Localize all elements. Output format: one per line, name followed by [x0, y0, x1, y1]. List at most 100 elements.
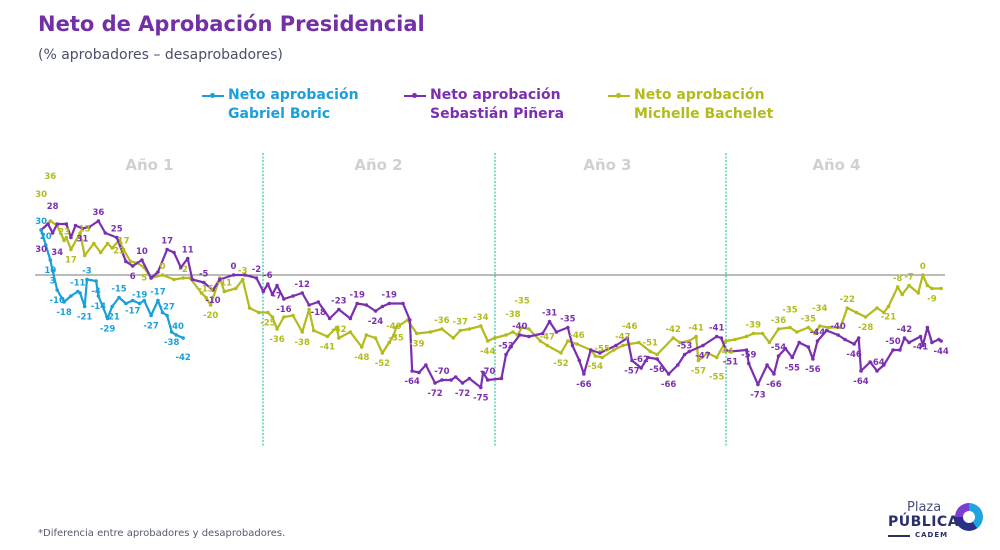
- data-label: -31: [542, 309, 557, 319]
- data-point: [142, 298, 147, 303]
- data-point: [410, 369, 414, 373]
- data-point: [156, 270, 160, 274]
- data-label: -11: [217, 279, 232, 289]
- data-point: [417, 370, 421, 375]
- data-point: [815, 339, 820, 343]
- logo-bubble-icon: [955, 503, 983, 531]
- data-point: [687, 339, 692, 343]
- data-point: [55, 222, 59, 226]
- data-point: [614, 343, 618, 348]
- data-label: 23: [113, 247, 125, 257]
- legend-item-pinera: Neto aprobación Sebastián Piñera: [404, 86, 564, 124]
- data-point: [714, 334, 719, 339]
- data-point: [64, 235, 69, 240]
- data-label: -55: [595, 345, 610, 355]
- data-point: [811, 357, 815, 361]
- data-point: [414, 331, 419, 336]
- data-label: 23: [58, 228, 70, 238]
- data-point: [94, 279, 98, 283]
- data-point: [882, 310, 886, 315]
- data-label: 10: [44, 266, 56, 276]
- data-point: [231, 273, 236, 277]
- data-point: [813, 331, 817, 336]
- data-label: 36: [92, 208, 104, 218]
- chart-title: Neto de Aprobación Presidencial: [38, 12, 425, 36]
- data-point: [538, 339, 543, 343]
- data-label: -19: [132, 291, 147, 301]
- data-label: -35: [782, 306, 797, 316]
- data-point: [275, 327, 279, 331]
- data-label: 28: [47, 202, 59, 212]
- data-point: [270, 315, 275, 319]
- data-point: [124, 259, 128, 264]
- data-point: [724, 339, 728, 343]
- data-point: [50, 231, 55, 235]
- data-point: [637, 340, 641, 345]
- data-label: 5: [141, 274, 147, 284]
- data-point: [621, 343, 625, 348]
- data-label: -41: [913, 343, 928, 353]
- data-point: [165, 247, 169, 252]
- data-point: [479, 324, 483, 328]
- data-label: -56: [805, 365, 820, 375]
- data-label: -39: [746, 321, 761, 331]
- data-point: [128, 259, 133, 264]
- data-label: -34: [812, 304, 827, 314]
- data-point: [891, 348, 895, 352]
- data-point: [827, 325, 831, 330]
- data-point: [103, 231, 108, 235]
- data-label: -55: [785, 364, 800, 374]
- data-point: [921, 343, 925, 348]
- data-label: -19: [382, 291, 397, 301]
- data-label: -55: [709, 373, 724, 383]
- data-label: 0: [160, 262, 166, 272]
- data-point: [806, 325, 811, 330]
- data-point: [78, 291, 82, 295]
- data-point: [46, 222, 50, 226]
- data-point: [795, 330, 799, 334]
- data-point: [540, 331, 545, 336]
- data-point: [181, 276, 185, 280]
- data-label: -36: [434, 316, 449, 326]
- data-point: [921, 273, 925, 277]
- data-point: [337, 336, 341, 340]
- data-label: -72: [455, 389, 470, 399]
- data-point: [266, 282, 270, 286]
- data-point: [570, 343, 575, 348]
- data-point: [208, 303, 213, 307]
- data-point: [875, 306, 879, 310]
- data-point: [733, 337, 737, 342]
- data-point: [55, 288, 59, 292]
- data-point: [875, 369, 879, 373]
- data-point: [675, 363, 680, 367]
- data-point: [256, 310, 261, 315]
- year-label: Año 1: [125, 156, 173, 174]
- data-point: [234, 286, 238, 291]
- data-label: -21: [104, 313, 119, 323]
- data-label: -36: [269, 335, 284, 345]
- data-label: -22: [840, 295, 855, 305]
- data-label: -34: [473, 313, 488, 323]
- data-point: [364, 303, 369, 307]
- data-point: [751, 331, 756, 336]
- data-label: -36: [771, 316, 786, 326]
- data-label: -41: [688, 324, 703, 334]
- data-point: [62, 238, 66, 243]
- data-point: [394, 325, 398, 330]
- data-label: -20: [203, 311, 218, 321]
- data-point: [460, 381, 465, 385]
- data-point: [499, 376, 504, 381]
- data-point: [43, 243, 48, 247]
- data-point: [671, 336, 675, 340]
- data-label: -15: [198, 285, 213, 295]
- data-point: [380, 304, 385, 309]
- data-point: [261, 289, 266, 294]
- data-point: [451, 336, 456, 340]
- data-point: [73, 223, 78, 228]
- data-label: 17: [161, 237, 173, 247]
- data-point: [511, 330, 515, 334]
- data-label: -18: [56, 308, 71, 318]
- data-label: 6: [130, 272, 136, 282]
- data-label: -64: [869, 358, 884, 368]
- data-label: 25: [111, 225, 123, 235]
